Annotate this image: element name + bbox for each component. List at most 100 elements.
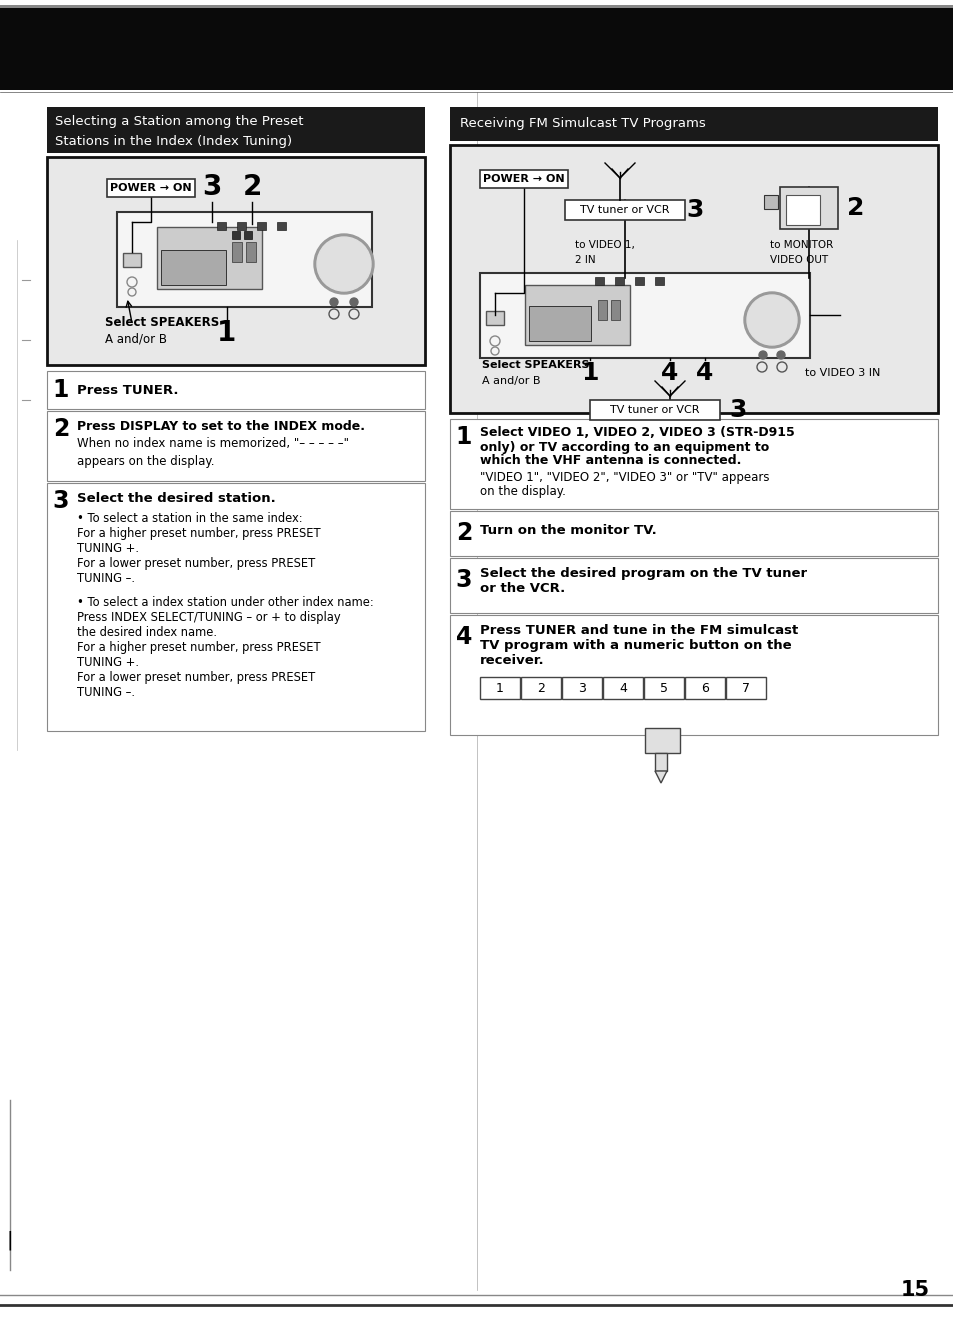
Circle shape [746, 295, 796, 345]
Text: to VIDEO 3 IN: to VIDEO 3 IN [804, 367, 880, 378]
Text: 2: 2 [537, 681, 544, 694]
Text: 4: 4 [696, 361, 713, 385]
Bar [450, 558, 937, 612]
Bar [780, 187, 837, 229]
Text: 4: 4 [456, 626, 472, 649]
Text: 3: 3 [685, 198, 703, 223]
Bar [0, 5, 953, 8]
Text: 1: 1 [496, 681, 503, 694]
Text: For a lower preset number, press PRESET: For a lower preset number, press PRESET [77, 557, 314, 570]
Bar [635, 277, 643, 284]
Text: • To select a index station under other index name:: • To select a index station under other … [77, 597, 374, 610]
Text: receiver.: receiver. [479, 653, 544, 666]
Bar [123, 253, 141, 267]
Text: Stations in the Index (Index Tuning): Stations in the Index (Index Tuning) [55, 134, 292, 148]
Bar [479, 273, 809, 358]
Text: 2: 2 [846, 196, 863, 220]
Text: 3: 3 [52, 489, 70, 514]
Bar [0, 8, 953, 90]
Bar [117, 212, 372, 307]
Bar [520, 677, 560, 699]
Bar [450, 419, 937, 508]
Bar [107, 179, 194, 198]
Bar [763, 195, 778, 209]
Text: 2: 2 [242, 173, 261, 202]
Bar [47, 483, 424, 731]
Bar [256, 223, 266, 230]
Text: VIDEO OUT: VIDEO OUT [769, 255, 827, 265]
Bar [610, 300, 619, 320]
Text: 1: 1 [580, 361, 598, 385]
Bar [246, 242, 255, 262]
Text: 6: 6 [700, 681, 708, 694]
Bar [479, 170, 567, 188]
Text: A and/or B: A and/or B [481, 375, 540, 386]
Text: TV tuner or VCR: TV tuner or VCR [610, 406, 699, 415]
Bar [157, 227, 262, 288]
Text: • To select a station in the same index:: • To select a station in the same index: [77, 512, 302, 525]
Bar [232, 242, 242, 262]
Text: on the display.: on the display. [479, 486, 565, 499]
Bar [615, 277, 623, 284]
Polygon shape [655, 770, 666, 784]
Text: Press INDEX SELECT/TUNING – or + to display: Press INDEX SELECT/TUNING – or + to disp… [77, 611, 340, 624]
Text: 4: 4 [660, 361, 678, 385]
Text: TUNING –.: TUNING –. [77, 573, 135, 586]
Text: TUNING +.: TUNING +. [77, 543, 139, 556]
Text: 1: 1 [217, 319, 236, 346]
Text: For a higher preset number, press PRESET: For a higher preset number, press PRESET [77, 528, 320, 540]
Bar [47, 371, 424, 410]
Text: only) or TV according to an equipment to: only) or TV according to an equipment to [479, 440, 768, 453]
Bar [47, 411, 424, 481]
Text: Select VIDEO 1, VIDEO 2, VIDEO 3 (STR-D915: Select VIDEO 1, VIDEO 2, VIDEO 3 (STR-D9… [479, 427, 794, 440]
Text: POWER → ON: POWER → ON [111, 183, 192, 194]
Bar [450, 511, 937, 556]
Bar [485, 311, 503, 325]
Text: 3: 3 [456, 568, 472, 593]
Circle shape [743, 292, 800, 348]
Bar [276, 223, 286, 230]
Text: Selecting a Station among the Preset: Selecting a Station among the Preset [55, 115, 303, 128]
Text: 1: 1 [52, 378, 70, 402]
Text: Turn on the monitor TV.: Turn on the monitor TV. [479, 524, 656, 537]
Circle shape [776, 352, 784, 360]
Bar [785, 195, 820, 225]
Bar [450, 145, 937, 414]
Text: |: | [7, 1230, 13, 1250]
Bar [598, 300, 606, 320]
Text: Select SPEAKERS: Select SPEAKERS [481, 360, 589, 370]
Text: When no index name is memorized, "– – – – –": When no index name is memorized, "– – – … [77, 437, 349, 450]
Bar [450, 615, 937, 735]
Bar [684, 677, 724, 699]
Text: TV program with a numeric button on the: TV program with a numeric button on the [479, 639, 791, 652]
Text: 15: 15 [900, 1280, 928, 1300]
Text: the desired index name.: the desired index name. [77, 627, 216, 640]
Bar [655, 277, 663, 284]
Text: to MONITOR: to MONITOR [769, 240, 832, 250]
Bar [561, 677, 601, 699]
Bar [524, 284, 629, 345]
Text: TV tuner or VCR: TV tuner or VCR [579, 205, 669, 215]
Text: to VIDEO 1,: to VIDEO 1, [575, 240, 634, 250]
Bar [529, 306, 590, 341]
Text: 2: 2 [456, 522, 472, 545]
Bar [47, 157, 424, 365]
Bar [47, 107, 424, 153]
Text: A and/or B: A and/or B [105, 332, 167, 345]
Text: 3: 3 [728, 398, 746, 421]
Bar [232, 230, 240, 238]
Bar [244, 230, 252, 238]
Text: POWER → ON: POWER → ON [482, 174, 564, 184]
Bar [595, 277, 603, 284]
Text: or the VCR.: or the VCR. [479, 582, 565, 595]
Text: 3: 3 [202, 173, 221, 202]
Bar [216, 223, 226, 230]
Bar [450, 107, 937, 141]
Text: Select the desired station.: Select the desired station. [77, 493, 275, 506]
Text: TUNING –.: TUNING –. [77, 686, 135, 699]
Text: TUNING +.: TUNING +. [77, 656, 139, 669]
Text: Press TUNER.: Press TUNER. [77, 383, 178, 396]
Text: Receiving FM Simulcast TV Programs: Receiving FM Simulcast TV Programs [459, 117, 705, 130]
Circle shape [330, 298, 337, 306]
Bar [602, 677, 642, 699]
